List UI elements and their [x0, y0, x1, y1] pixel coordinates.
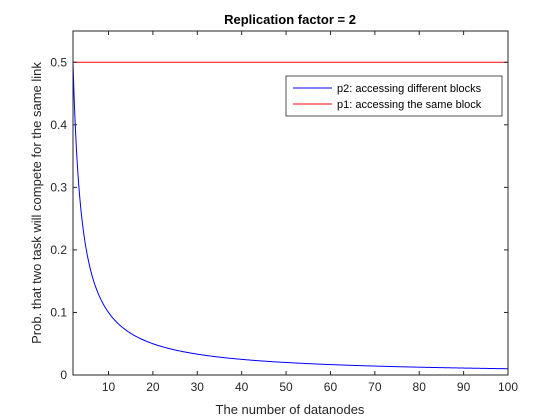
- legend-label-p1: p1: accessing the same block: [337, 99, 482, 111]
- x-tick-label: 30: [191, 380, 205, 394]
- x-axis-label: The number of datanodes: [216, 402, 365, 417]
- legend-box: [285, 75, 503, 117]
- y-tick-label: 0.2: [50, 243, 67, 257]
- chart-title: Replication factor = 2: [224, 12, 356, 27]
- x-tick-label: 60: [324, 380, 338, 394]
- x-tick-label: 40: [235, 380, 249, 394]
- x-tick-label: 80: [413, 380, 427, 394]
- y-axis-label: Prob. that two task will compete for the…: [29, 62, 44, 344]
- y-tick-label: 0.1: [50, 305, 67, 319]
- axes-box: [72, 30, 509, 376]
- x-tick-label: 20: [146, 380, 160, 394]
- x-tick-label: 90: [457, 380, 471, 394]
- y-tick-label: 0.4: [50, 118, 67, 132]
- x-tick-label: 70: [368, 380, 382, 394]
- y-tick-label: 0.3: [50, 180, 67, 194]
- data-layer: [72, 61, 509, 370]
- x-tick-label: 10: [102, 380, 116, 394]
- legend-label-p2: p2: accessing different blocks: [337, 83, 482, 95]
- x-tick-label: 100: [498, 380, 518, 394]
- tick-layer: 10 20 30 40 50 60 70 80 90 100 0 0.1 0.2 0.3 0.4 0.5: [50, 31, 518, 394]
- y-tick-label: 0: [60, 368, 67, 382]
- y-tick-label: 0.5: [50, 55, 67, 69]
- series-line-p2: [72, 62, 509, 370]
- x-tick-label: 50: [279, 380, 293, 394]
- legend: p2: accessing different blocks p1: acces…: [285, 75, 503, 117]
